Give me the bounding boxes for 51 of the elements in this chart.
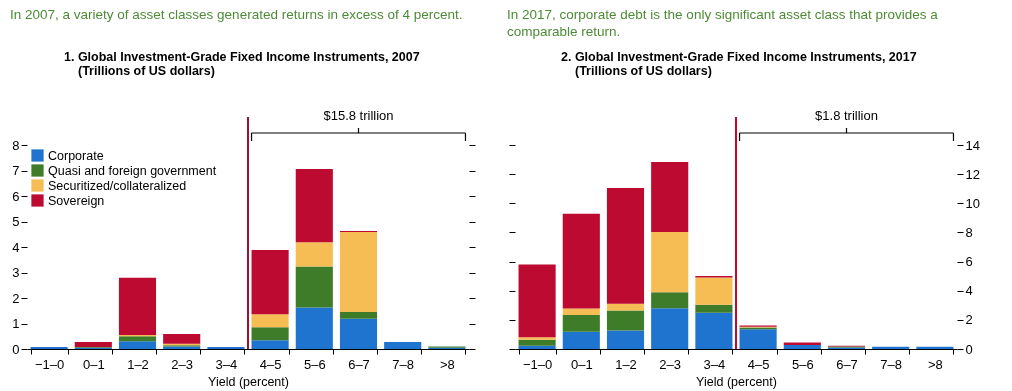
y-tick-label: 5 [12,214,20,229]
x-axis-title: Yield (percent) [208,374,289,389]
x-tick-label: 3–4 [215,356,238,372]
annotation: $15.8 trillion [323,108,394,123]
x-tick-label: 7–8 [392,356,415,372]
x-tick-label: 4–5 [747,356,770,372]
y-axis-title: (Trillions of US dollars) [575,64,713,78]
y-tick-label: 0 [12,341,20,357]
x-tick-label: 0–1 [570,356,593,372]
chart-title: In 2017, corporate debt is the only significant asset class that provides a comparable return. [507,6,939,41]
x-tick-label: >8 [927,356,943,372]
chart-subtitle: 2. Global Investment-Grade Fixed Income Instruments, 2017 [561,50,918,64]
y-tick-label: 4 [12,239,20,255]
x-tick-label: 6–7 [836,356,858,372]
annotation: $1.8 trillion [815,108,878,123]
legend-label: Sovereign [48,193,105,208]
x-tick-label: 5–6 [791,356,814,372]
x-tick-label: 3–4 [703,356,726,372]
chart-subtitle: 1. Global Investment-Grade Fixed Income Instruments, 2007 [64,50,421,64]
x-tick-label: 1–2 [127,356,149,372]
y-tick-label: 8 [12,137,20,153]
x-tick-label: 2–3 [171,356,194,372]
y-tick-label: 6 [12,188,20,204]
y-tick-label: 2 [12,290,20,306]
x-tick-label: 7–8 [880,356,903,372]
y2-tick-label: 12 [965,166,980,182]
x-tick-label: 5–6 [303,356,326,372]
x-tick-label: 4–5 [259,356,282,372]
y2-tick-label: 2 [965,312,973,328]
y2-tick-label: 4 [965,283,973,299]
y2-tick-label: 14 [965,137,980,153]
y-axis-title: (Trillions of US dollars) [78,64,216,78]
y2-tick-label: 8 [965,224,973,240]
x-tick-label: −1–0 [34,356,65,372]
y-tick-label: 3 [12,265,20,280]
y-tick-label: 7 [12,163,20,178]
x-tick-label: >8 [439,356,455,372]
y-tick-label: 1 [12,316,20,331]
legend-label: Quasi and foreign government [48,163,217,178]
x-axis-title: Yield (percent) [696,374,777,389]
x-tick-label: −1–0 [522,356,553,372]
legend-label: Securitized/collateralized [48,178,187,193]
x-tick-label: 2–3 [659,356,682,372]
x-tick-label: 0–1 [82,356,105,372]
chart-title: In 2007, a variety of asset classes generated returns in excess of 4 percent. [10,6,464,24]
x-tick-label: 1–2 [615,356,637,372]
x-tick-label: 6–7 [348,356,370,372]
y2-tick-label: 6 [965,254,973,270]
y2-tick-label: 0 [965,341,973,357]
legend-label: Corporate [48,148,104,163]
y2-tick-label: 10 [965,195,980,211]
